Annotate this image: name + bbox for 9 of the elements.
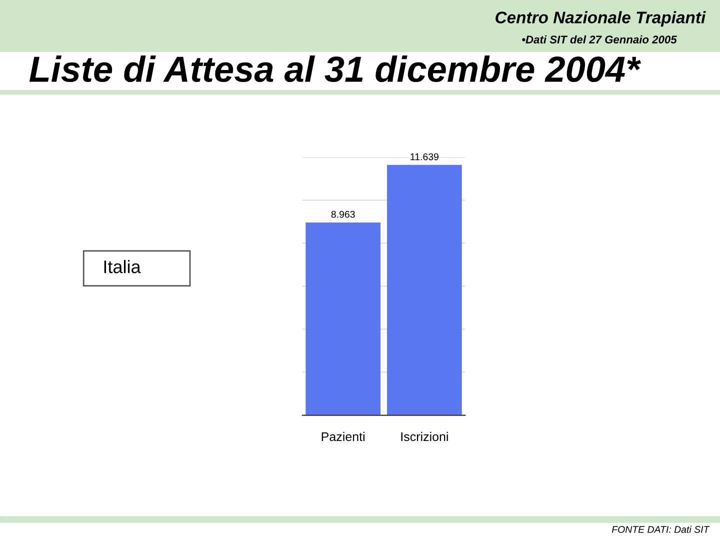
text: Italia <box>104 260 141 274</box>
data-label: 8.963 <box>331 210 355 218</box>
data-label: 11.639 <box>410 153 438 160</box>
source-note: FONTE DATI: Dati SIT <box>612 526 710 533</box>
chart-title: Liste di Attesa al 31 dicembre 2004* <box>29 56 642 82</box>
x-tick-label: Pazienti <box>322 432 364 442</box>
x-tick-label: Iscrizioni <box>401 432 448 442</box>
text: Centro Nazionale Trapianti <box>496 11 706 27</box>
text: •Dati SIT del 27 Gennaio 2005 <box>522 35 677 44</box>
